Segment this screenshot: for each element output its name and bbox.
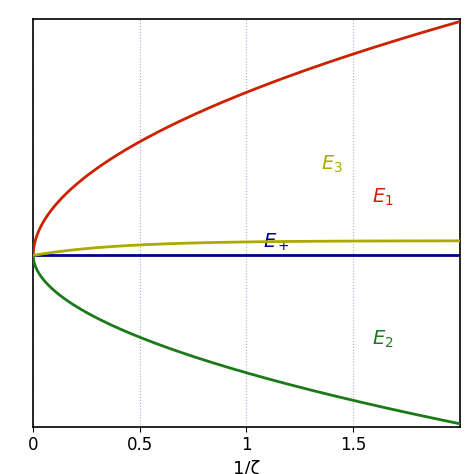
- Text: $E_1$: $E_1$: [372, 186, 394, 208]
- X-axis label: 1/ζ: 1/ζ: [233, 460, 260, 474]
- Text: $E_2$: $E_2$: [372, 329, 394, 350]
- Text: $E_3$: $E_3$: [321, 154, 343, 175]
- Text: $E_+$: $E_+$: [263, 231, 290, 253]
